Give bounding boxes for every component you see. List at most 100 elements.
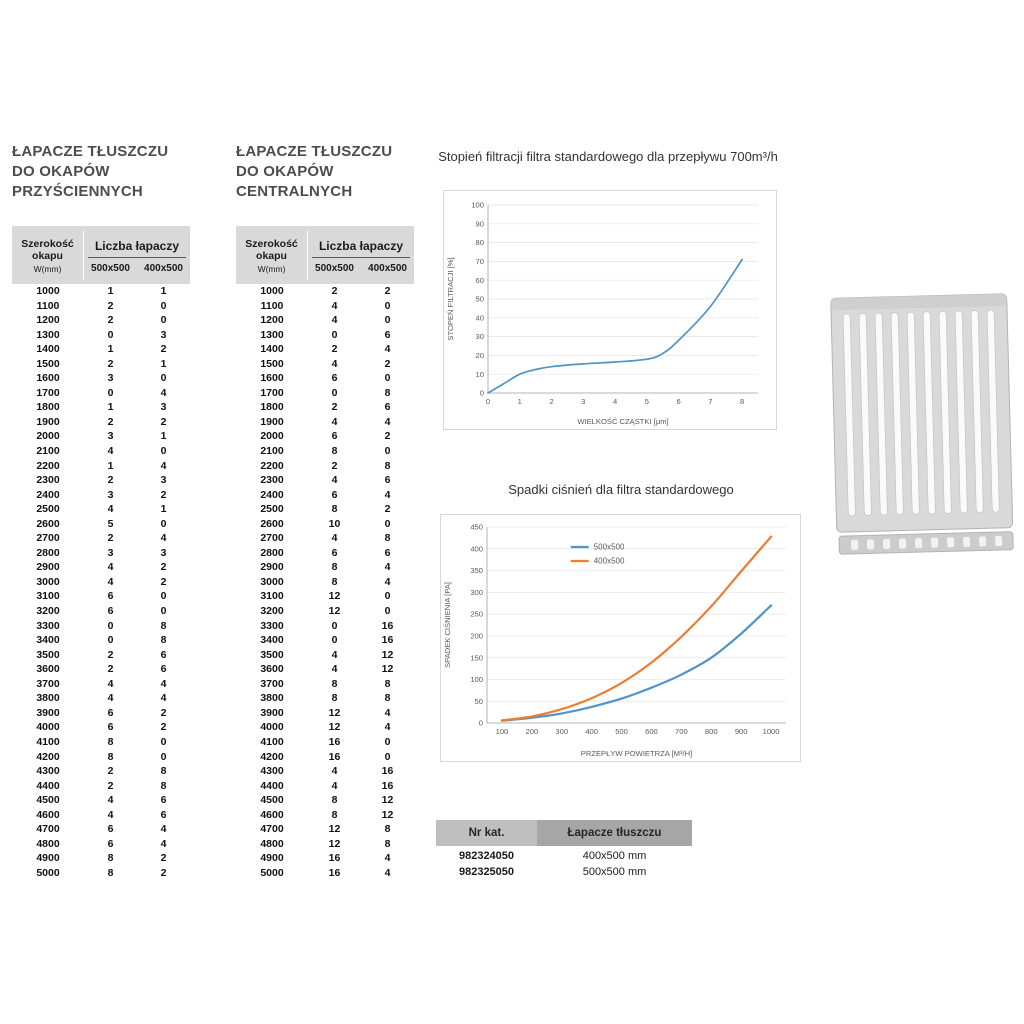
table-cell: 4 (384, 575, 391, 588)
table-cell: 8 (331, 808, 338, 821)
title-line: PRZYŚCIENNYCH (12, 183, 143, 200)
svg-text:450: 450 (470, 523, 483, 532)
table-cell: 8 (331, 445, 338, 458)
svg-text:60: 60 (476, 276, 484, 285)
table-row: 982325050 500x500 mm (436, 864, 692, 880)
svg-text:7: 7 (708, 397, 712, 406)
svg-text:1: 1 (518, 397, 522, 406)
table-cell: 2 (160, 721, 167, 734)
table-row: 2000 6 2 (236, 429, 414, 444)
table-cell: 4 (384, 343, 391, 356)
table-cell: 2900 (260, 561, 284, 574)
table-cell: 1900 (260, 415, 284, 428)
table-cell: 12 (381, 808, 394, 821)
svg-text:10: 10 (476, 370, 484, 379)
table-cell: 8 (160, 634, 167, 647)
table-row: 2600 5 0 (12, 517, 190, 532)
catalog-number-table: Nr kat. Łapacze tłuszczu 982324050 400x50… (436, 820, 692, 880)
table-cell: 4 (107, 503, 114, 516)
table-row: 2500 8 2 (236, 502, 414, 517)
table-row: 2300 2 3 (12, 473, 190, 488)
table-cell: 2 (160, 852, 167, 865)
table-row: 2400 3 2 (12, 488, 190, 503)
table-cell: 2 (107, 474, 114, 487)
table-cell: 6 (160, 663, 167, 676)
table-cell: 1 (160, 285, 167, 297)
table-row: 1800 1 3 (12, 400, 190, 415)
table-cell: 4 (331, 299, 338, 312)
table-row: 1900 4 4 (236, 415, 414, 430)
table-cell: 1200 (36, 314, 60, 327)
table-cell: 4 (107, 445, 114, 458)
table-cell: 16 (328, 866, 341, 879)
table-cell: 4 (160, 459, 167, 472)
subheader-500x500: 500x500 (315, 263, 354, 274)
svg-text:500x500: 500x500 (594, 543, 625, 552)
table-cell: 16 (328, 750, 341, 763)
table-cell: 1600 (260, 372, 284, 385)
table-cell: 1 (160, 503, 167, 516)
table-cell: 4 (107, 561, 114, 574)
table-cell: 1 (107, 343, 114, 356)
table-cell: 2 (107, 357, 114, 370)
table-cell: 2 (384, 503, 391, 516)
table-cell: 2 (384, 285, 391, 297)
table-row: 1000 2 2 (236, 284, 414, 299)
table-cell: 6 (331, 372, 338, 385)
table-cell: 4 (384, 488, 391, 501)
title-line: CENTRALNYCH (236, 183, 353, 200)
table-row: 3700 4 4 (12, 677, 190, 692)
table-row: 3700 8 8 (236, 677, 414, 692)
table-cell: 8 (384, 677, 391, 690)
table-row: 4700 6 4 (12, 822, 190, 837)
svg-text:40: 40 (476, 313, 484, 322)
trap-size-subheaders: 500x500 400x500 (308, 263, 414, 274)
table-row: 2700 4 8 (236, 531, 414, 546)
title-line: ŁAPACZE TŁUSZCZU (236, 143, 393, 160)
table-cell: 2 (107, 779, 114, 792)
table-cell: 3200 (260, 605, 284, 618)
table-cell: 4 (107, 794, 114, 807)
svg-text:SPADEK CIŚNIENIA [PA]: SPADEK CIŚNIENIA [PA] (443, 582, 452, 668)
table-cell: 6 (107, 590, 114, 603)
table-cell: 2 (160, 561, 167, 574)
table-cell: 3300 (36, 619, 60, 632)
table-cell: 4 (107, 677, 114, 690)
table-cell: 4 (384, 721, 391, 734)
table-row: 4100 8 0 (12, 735, 190, 750)
table-row: 4600 8 12 (236, 808, 414, 823)
table-row: 2900 8 4 (236, 560, 414, 575)
table-row: 3200 12 0 (236, 604, 414, 619)
table-cell: 5 (107, 517, 114, 530)
table-cell: 2 (107, 415, 114, 428)
hood-width-label: Szerokość okapu (21, 237, 74, 262)
table-cell: 3 (107, 430, 114, 443)
table-row: 4400 4 16 (236, 779, 414, 794)
table-row: 2800 6 6 (236, 546, 414, 561)
table-row: 2200 2 8 (236, 459, 414, 474)
table-cell: 2800 (36, 546, 60, 559)
filtration-chart: 0 10 20 30 40 50 60 70 80 90 100 0 1 2 3 4 5 6 7 8 WIELKOŚĆ … (443, 190, 777, 430)
title-line: DO OKAPÓW (236, 163, 334, 180)
table-cell: 16 (328, 735, 341, 748)
table-cell: 0 (160, 735, 167, 748)
table-cell: 2000 (36, 430, 60, 443)
table-cell: 6 (107, 823, 114, 836)
svg-text:500: 500 (615, 727, 628, 736)
table-cell: 0 (331, 328, 338, 341)
table-cell: 0 (331, 634, 338, 647)
hood-width-unit: W(mm) (33, 263, 62, 274)
table-cell: 2 (107, 648, 114, 661)
table-cell: 982324050 (458, 850, 515, 862)
svg-text:100: 100 (496, 727, 509, 736)
svg-text:0: 0 (479, 719, 483, 728)
table-cell: 12 (381, 648, 394, 661)
baffle-filter-illustration (826, 286, 1018, 564)
table-cell: 8 (107, 750, 114, 763)
table-cell: 4 (331, 474, 338, 487)
table-cell: 1500 (260, 357, 284, 370)
table-cell: 2 (331, 343, 338, 356)
svg-text:50: 50 (475, 697, 483, 706)
table-cell: 6 (160, 648, 167, 661)
table-cell: 3000 (36, 575, 60, 588)
